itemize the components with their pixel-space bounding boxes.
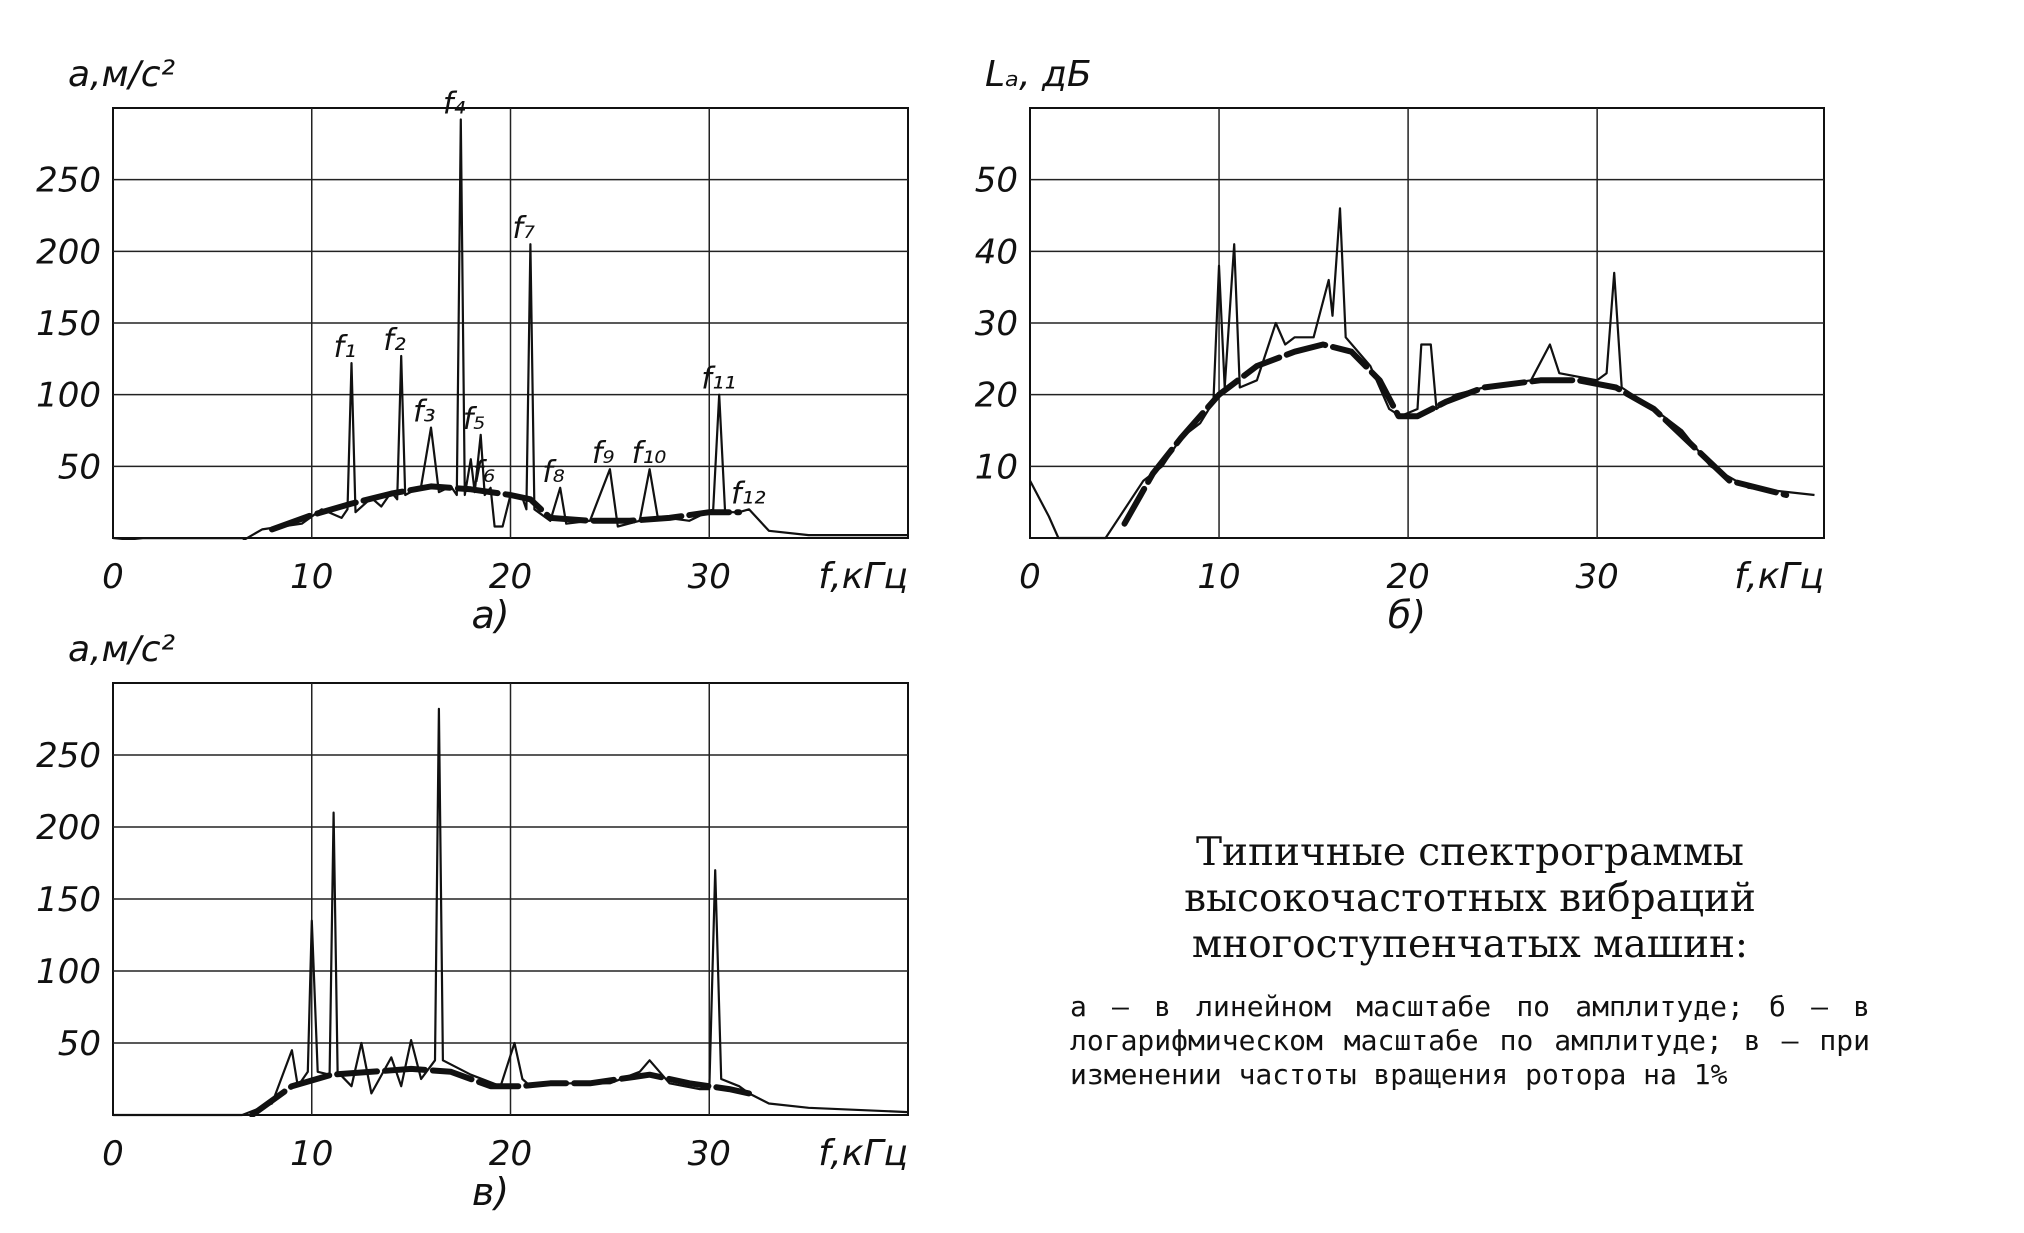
- y-tick-label: 40: [975, 232, 1018, 272]
- x-tick-label: 0: [102, 557, 124, 597]
- x-tick-label: 0: [102, 1134, 124, 1174]
- x-tick-label: 30: [688, 557, 731, 597]
- peak-label: f₂: [383, 323, 406, 358]
- envelope-line: [249, 1065, 752, 1117]
- panel-label: б): [1388, 593, 1426, 637]
- x-tick-label: 20: [489, 1134, 532, 1174]
- y-tick-label: 100: [36, 376, 101, 416]
- x-tick-label: 30: [688, 1134, 731, 1174]
- chart-panel-c: 0 10 20 30 50 100 150 200 250 a,м/с² f,кГц в): [36, 629, 909, 1214]
- peak-label: f₉: [592, 436, 615, 471]
- x-tick-label: 20: [489, 557, 532, 597]
- peak-label: f₅: [463, 402, 486, 437]
- y-tick-label: 10: [975, 447, 1018, 487]
- spectrum-line: [1030, 207, 1815, 540]
- peak-label: f₃: [413, 395, 436, 430]
- x-tick-label: 20: [1386, 557, 1429, 597]
- chart-panel-a: 0 10 20 30 50 100 150 200 250 a,м/с² f,кГц а) f₁ f₂ f₃…: [36, 54, 909, 637]
- y-tick-label: 50: [58, 447, 101, 487]
- chart-panel-b: 0 10 20 30 10 20 30 40 50 Lₐ, дБ f,кГц б): [975, 54, 1825, 637]
- y-tick-label: 100: [36, 952, 101, 992]
- y-axis-label: a,м/с²: [68, 629, 175, 670]
- panel-label: в): [472, 1170, 509, 1214]
- figure-caption: Типичные спектрограммы высокочастотных в…: [1040, 830, 1900, 1092]
- peak-label: f₇: [512, 211, 535, 246]
- y-tick-label: 250: [36, 736, 101, 776]
- x-tick-label: 30: [1576, 557, 1619, 597]
- y-tick-label: 50: [975, 161, 1018, 201]
- y-tick-label: 200: [36, 232, 101, 272]
- y-tick-label: 250: [36, 161, 101, 201]
- x-tick-label: 10: [290, 557, 333, 597]
- y-tick-label: 20: [975, 376, 1018, 416]
- caption-title: Типичные спектрограммы высокочастотных в…: [1184, 830, 1756, 967]
- panel-label: а): [471, 593, 509, 637]
- x-axis-label: f,кГц: [1734, 556, 1824, 597]
- peak-label: f₁₁: [701, 362, 736, 397]
- y-tick-label: 30: [975, 304, 1018, 344]
- x-axis-label: f,кГц: [818, 556, 908, 597]
- x-tick-label: 0: [1019, 557, 1041, 597]
- peak-label: f₁₀: [632, 436, 667, 471]
- spectrum-line: [113, 118, 908, 540]
- x-tick-label: 10: [1197, 557, 1240, 597]
- y-tick-label: 150: [36, 304, 101, 344]
- y-tick-label: 200: [36, 808, 101, 848]
- x-tick-label: 10: [290, 1134, 333, 1174]
- peak-label: f₆: [473, 455, 496, 490]
- y-axis-label: a,м/с²: [68, 54, 175, 95]
- peak-label: f₁₂: [731, 476, 766, 511]
- x-axis-label: f,кГц: [818, 1133, 908, 1174]
- peak-label: f₁: [334, 330, 357, 365]
- peak-label: f₄: [443, 86, 466, 121]
- spectrum-line: [113, 707, 908, 1117]
- caption-body: а — в линейном масштабе по амплитуде; б …: [1070, 990, 1870, 1091]
- peak-label: f₈: [542, 455, 565, 490]
- y-tick-label: 150: [36, 880, 101, 920]
- y-tick-label: 50: [58, 1024, 101, 1064]
- envelope-line: [269, 483, 743, 533]
- y-axis-label: Lₐ, дБ: [985, 54, 1092, 95]
